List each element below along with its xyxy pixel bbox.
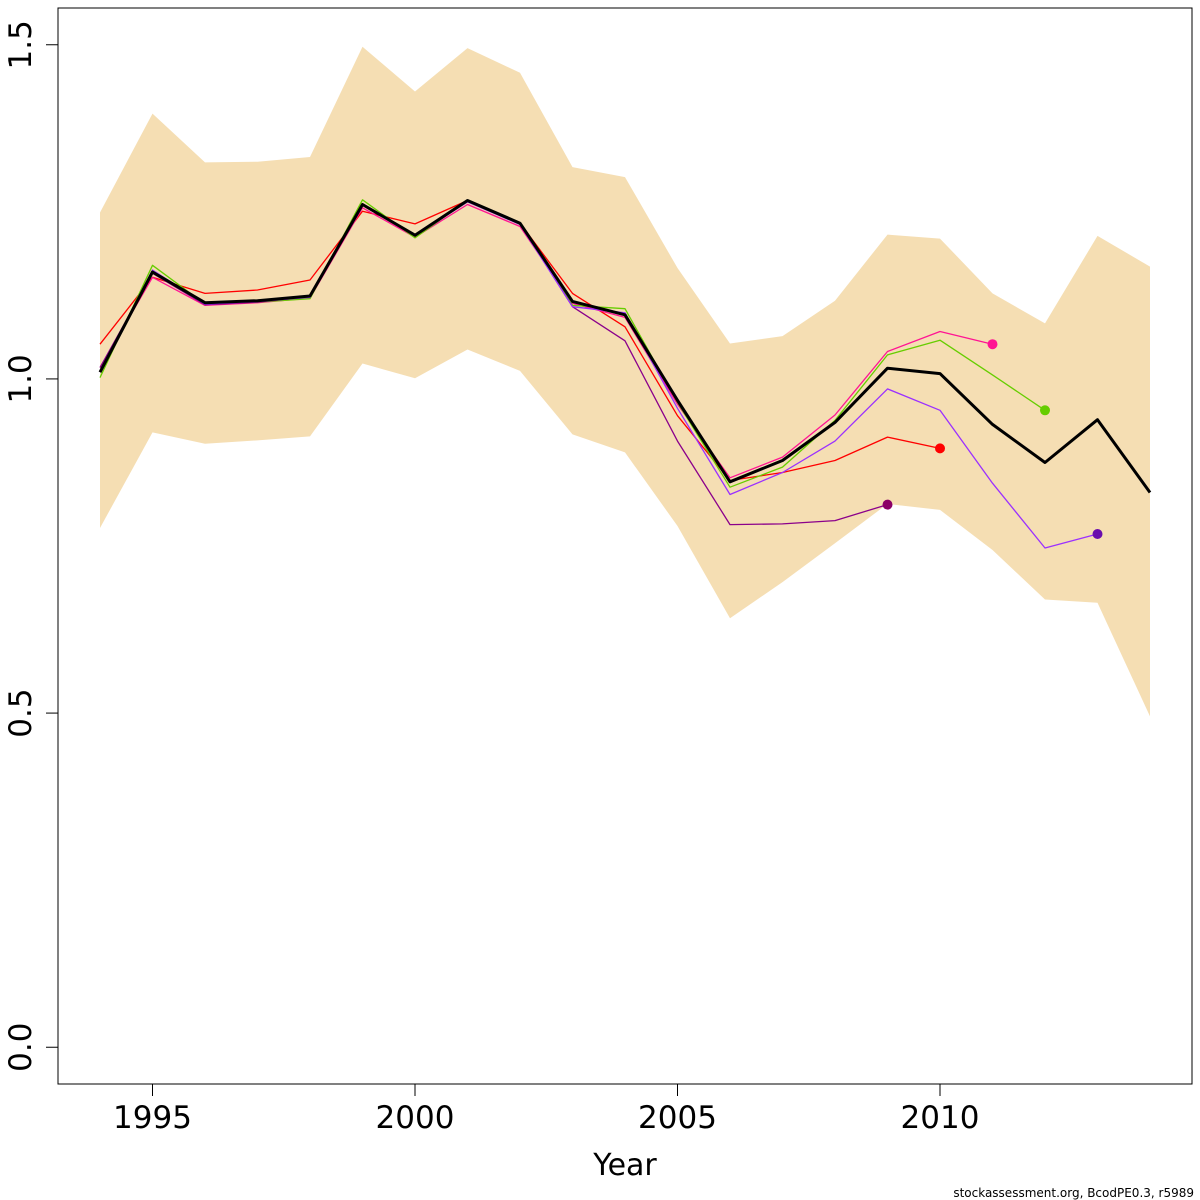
series-endpoint-2 — [987, 339, 998, 350]
y-tick-label: 1.0 — [3, 354, 39, 403]
y-tick-label: 1.5 — [3, 20, 39, 69]
x-axis: 1995 2000 2005 2010 — [113, 1084, 979, 1136]
series-endpoint-4 — [882, 499, 893, 510]
plot-frame — [57, 7, 1193, 1085]
series-line-0 — [98, 199, 1152, 494]
series-endpoint-1 — [935, 443, 945, 454]
y-axis: 0.0 0.5 1.0 1.5 — [3, 20, 58, 1072]
x-tick-label: 2010 — [901, 1100, 980, 1136]
x-tick-label: 2005 — [638, 1100, 717, 1136]
series-endpoints — [882, 339, 1103, 539]
credit-text: stockassessment.org, BcodPE0.3, r5989 — [953, 1186, 1194, 1200]
x-tick-label: 1995 — [113, 1100, 192, 1136]
series-endpoint-5 — [1092, 529, 1103, 539]
y-tick-label: 0.5 — [3, 688, 39, 737]
series-endpoint-3 — [1040, 405, 1050, 416]
series-lines — [98, 199, 1152, 549]
y-tick-label: 0.0 — [3, 1023, 39, 1072]
confidence-band-area — [100, 46, 1150, 717]
x-axis-title: Year — [592, 1148, 657, 1183]
confidence-band — [100, 46, 1150, 717]
x-tick-label: 2000 — [376, 1100, 455, 1136]
